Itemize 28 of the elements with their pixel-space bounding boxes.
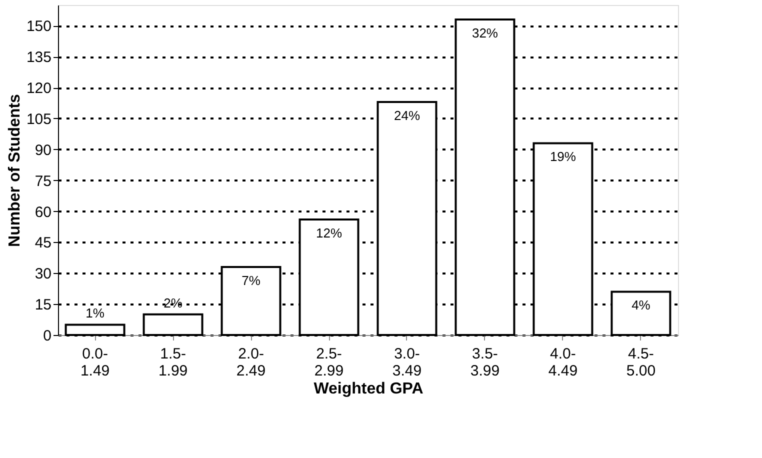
x-tick-label: 2.0- 2.49: [236, 346, 266, 380]
y-axis-title: Number of Students: [6, 94, 24, 247]
x-axis-title: Weighted GPA: [314, 380, 424, 398]
y-tick-label: 120: [26, 80, 52, 97]
y-tick-label: 60: [34, 204, 52, 221]
annotation: 24%: [394, 108, 420, 123]
y-tick-label: 90: [34, 142, 52, 159]
annotation: 32%: [472, 25, 498, 40]
x-tick-label: 3.5- 3.99: [470, 346, 500, 380]
annotation: 4%: [632, 298, 651, 313]
annotation: 7%: [242, 272, 261, 288]
y-tick-label: 45: [34, 234, 52, 252]
annotation: 19%: [550, 149, 576, 164]
y-tick-label: 150: [26, 18, 52, 36]
x-tick-label: 0.0- 1.49: [80, 346, 110, 380]
x-tick-label: 3.0- 3.49: [392, 346, 422, 380]
x-tick-label: 1.5- 1.99: [158, 346, 188, 380]
annotation: 1%: [86, 306, 105, 321]
y-tick-label: 15: [34, 296, 52, 314]
annotation: 12%: [316, 226, 342, 240]
y-tick-label: 0: [43, 328, 52, 344]
x-tick-label: 4.5- 5.00: [626, 346, 656, 380]
y-tick-label: 105: [26, 110, 52, 128]
y-tick-label: 135: [26, 49, 52, 66]
x-tick-label: 4.0- 4.49: [548, 346, 578, 380]
x-tick-label: 2.5- 2.99: [314, 346, 344, 380]
y-tick-label: 75: [34, 172, 52, 190]
y-tick-label: 30: [34, 266, 52, 283]
